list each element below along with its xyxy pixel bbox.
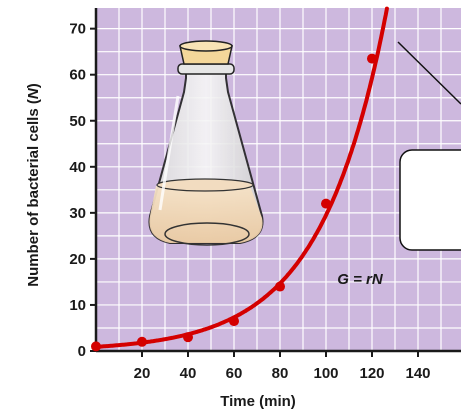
- x-tick-label: 20: [134, 365, 151, 382]
- x-tick-label: 140: [405, 365, 430, 382]
- y-axis-title: Number of bacterial cells (N): [25, 83, 42, 286]
- tick-labels: 0 10 20 30 40 50 60 70 20 40 60 80 100 120 140: [69, 21, 430, 382]
- y-tick-label: 50: [69, 113, 86, 130]
- y-tick-label: 10: [69, 297, 86, 314]
- data-point: [229, 316, 239, 327]
- y-tick-label: 20: [69, 251, 86, 268]
- data-series: [91, 6, 389, 352]
- callout-pointer: [397, 41, 461, 105]
- data-point: [183, 332, 193, 343]
- equation-label: G = rN: [337, 271, 384, 288]
- x-tick-label: 120: [359, 365, 384, 382]
- y-tick-label: 40: [69, 159, 86, 176]
- y-tick-label: 0: [78, 343, 86, 360]
- x-tick-label: 60: [226, 365, 243, 382]
- data-point: [321, 198, 331, 209]
- x-tick-label: 40: [180, 365, 197, 382]
- x-tick-label: 80: [272, 365, 289, 382]
- callout-box: [399, 149, 461, 251]
- x-axis-title: Time (min): [220, 393, 296, 410]
- axes: [90, 8, 461, 357]
- y-tick-label: 60: [69, 67, 86, 84]
- data-point: [275, 281, 285, 292]
- data-point: [137, 336, 147, 347]
- data-point: [367, 53, 377, 64]
- y-tick-label: 70: [69, 21, 86, 38]
- flask-illustration: [148, 40, 264, 246]
- x-tick-label: 100: [313, 365, 338, 382]
- y-tick-label: 30: [69, 205, 86, 222]
- data-point: [91, 341, 101, 352]
